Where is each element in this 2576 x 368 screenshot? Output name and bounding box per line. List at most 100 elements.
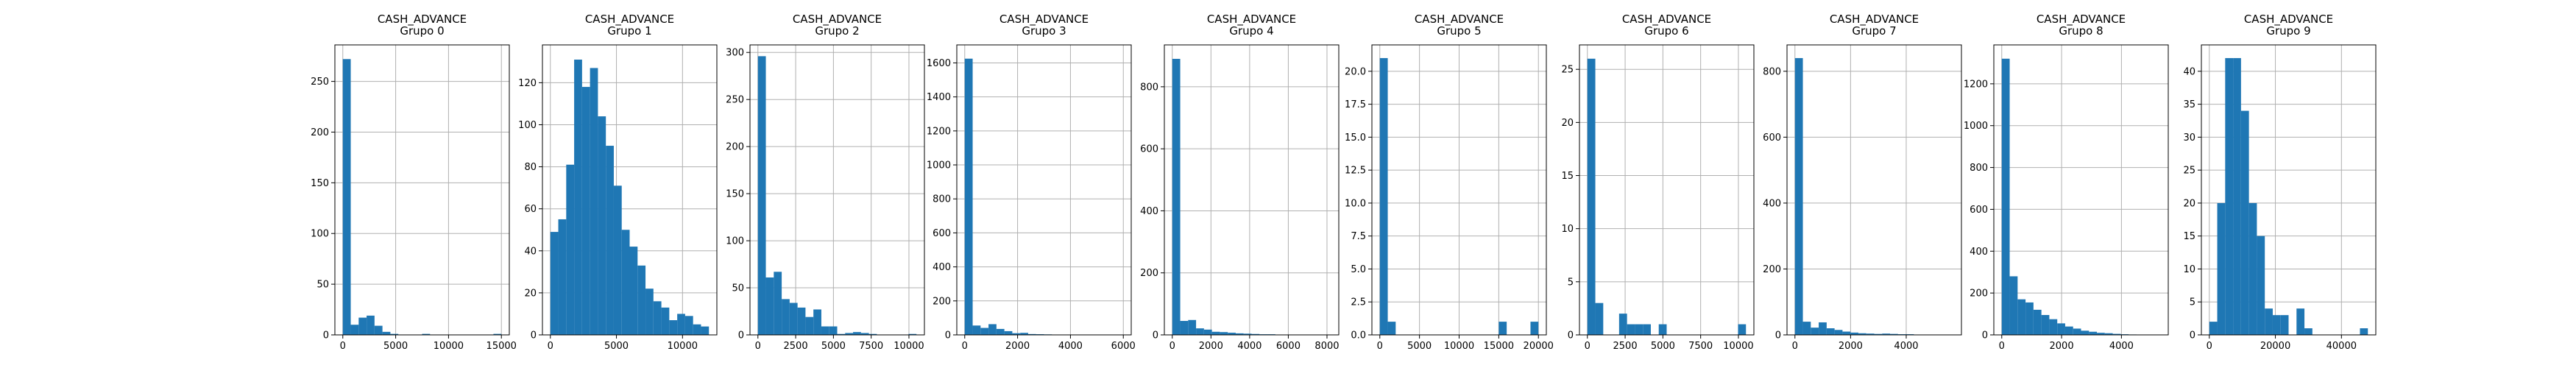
histogram-bar [1643, 324, 1651, 335]
histogram-bar [757, 56, 766, 335]
histogram-bar [2257, 236, 2265, 335]
y-tick-label: 800 [1140, 82, 1158, 93]
x-tick-label: 0 [1585, 341, 1590, 352]
y-tick-label: 150 [726, 189, 744, 200]
histogram-bar [964, 58, 973, 336]
y-tick-label: 600 [1140, 144, 1158, 155]
histogram-bar [2057, 323, 2065, 335]
x-tick-label: 4000 [1894, 341, 1918, 352]
histogram-bar [2097, 333, 2105, 335]
histogram-bar [1882, 333, 1891, 335]
x-tick-label: 0 [1792, 341, 1798, 352]
histogram-bar [988, 324, 997, 335]
y-tick-label: 200 [726, 142, 744, 153]
histogram-bar [1228, 333, 1236, 335]
histogram-bar [1826, 328, 1835, 335]
histogram-bar [2064, 326, 2073, 335]
y-tick-label: 600 [933, 228, 951, 239]
x-tick-label: 0 [1999, 341, 2005, 352]
chart-8: 0 2000 4000 0 200 400 600 800 1000 1200 CASH_ADVAN… [1964, 13, 2169, 352]
histogram-bar [382, 331, 391, 335]
histogram-bar [1235, 333, 1244, 335]
x-tick-label: 10000 [1723, 341, 1753, 352]
histogram-bar [693, 324, 701, 335]
histogram-bar [1618, 314, 1627, 335]
histogram-bar [374, 325, 383, 335]
histogram-bar [2248, 202, 2257, 335]
histogram-bar [1180, 321, 1189, 335]
histogram-bar [1203, 329, 1212, 335]
y-tick-label: 80 [524, 162, 537, 173]
y-tick-label: 100 [311, 229, 329, 240]
y-tick-label: 20 [1561, 118, 1574, 129]
x-tick-label: 4000 [2109, 341, 2134, 352]
histogram-bar [645, 289, 654, 335]
histogram-bar [1020, 333, 1028, 335]
histogram-bar [677, 314, 685, 335]
x-tick-label: 0 [2207, 341, 2212, 352]
histogram-bar [2304, 328, 2313, 335]
y-tick-label: 300 [726, 48, 744, 59]
x-tick-label: 7500 [1688, 341, 1713, 352]
y-tick-label: 400 [1970, 247, 1988, 258]
x-tick-label: 0 [1377, 341, 1383, 352]
y-tick-label: 1000 [1964, 121, 1988, 132]
y-tick-label: 0.0 [1351, 330, 1366, 342]
histogram-bar [558, 219, 567, 335]
axes-frame [956, 44, 1132, 336]
histogram-bar [367, 315, 375, 335]
histogram-bar [653, 301, 662, 335]
y-tick-label: 15.0 [1345, 132, 1366, 144]
histogram-bar [2217, 202, 2226, 335]
histogram-bar [1251, 333, 1260, 335]
y-tick-label: 2.5 [1351, 297, 1366, 308]
histogram-bar [1794, 57, 1803, 335]
y-tick-label: 200 [1970, 289, 1988, 300]
y-tick-label: 600 [1763, 132, 1781, 144]
histogram-bar [1211, 331, 1220, 335]
chart-title: CASH_ADVANCE [793, 13, 882, 26]
y-tick-label: 20.0 [1345, 66, 1366, 77]
histogram-bar [1172, 58, 1181, 335]
histogram-bar [2041, 314, 2050, 335]
x-tick-label: 2500 [784, 341, 808, 352]
histogram-bar [1874, 333, 1883, 335]
histogram-bar [805, 316, 814, 335]
histogram-bar [1220, 332, 1228, 335]
histogram-bar [1738, 324, 1747, 335]
y-tick-label: 100 [726, 236, 744, 247]
histogram-bar [621, 230, 630, 335]
histogram-bar [1012, 333, 1021, 335]
histogram-bar [1811, 328, 1819, 335]
histogram-bar [2272, 315, 2281, 335]
histogram-bar [661, 307, 670, 335]
histogram-bar [684, 316, 693, 335]
y-tick-label: 5.0 [1351, 264, 1366, 275]
chart-subtitle: Grupo 9 [2266, 24, 2310, 38]
histogram-bar [2081, 330, 2090, 335]
histogram-bar [1243, 333, 1252, 335]
y-tick-label: 15 [2183, 231, 2195, 242]
y-tick-label: 17.5 [1345, 99, 1366, 110]
chart-subtitle: Grupo 2 [815, 24, 859, 38]
chart-subtitle: Grupo 5 [1437, 24, 1481, 38]
y-tick-label: 60 [524, 204, 537, 215]
chart-0: 0 5000 10000 15000 0 50 100 150 200 250 CASH_ADVAN… [311, 13, 517, 352]
histogram-bar [837, 333, 846, 335]
y-tick-label: 400 [1140, 206, 1158, 217]
histogram-bar [868, 333, 877, 335]
histogram-bar [860, 333, 869, 335]
histogram-bar [598, 116, 606, 336]
y-tick-label: 12.5 [1345, 166, 1366, 177]
histogram-bar [701, 326, 710, 335]
histogram-bar [908, 333, 917, 335]
histogram-bar [613, 185, 622, 335]
histogram-bar [1188, 319, 1197, 335]
x-tick-label: 2000 [1005, 341, 1030, 352]
histogram-bar [350, 325, 359, 335]
histogram-bar [1890, 333, 1898, 335]
chart-3: 0 2000 4000 6000 0 200 400 600 800 1000 1200 1400 16… [927, 13, 1136, 352]
chart-4: 0 2000 4000 6000 8000 0 200 400 600 800 CASH_ADVAN… [1140, 13, 1339, 352]
x-tick-label: 5000 [821, 341, 846, 352]
y-tick-label: 100 [518, 120, 537, 131]
